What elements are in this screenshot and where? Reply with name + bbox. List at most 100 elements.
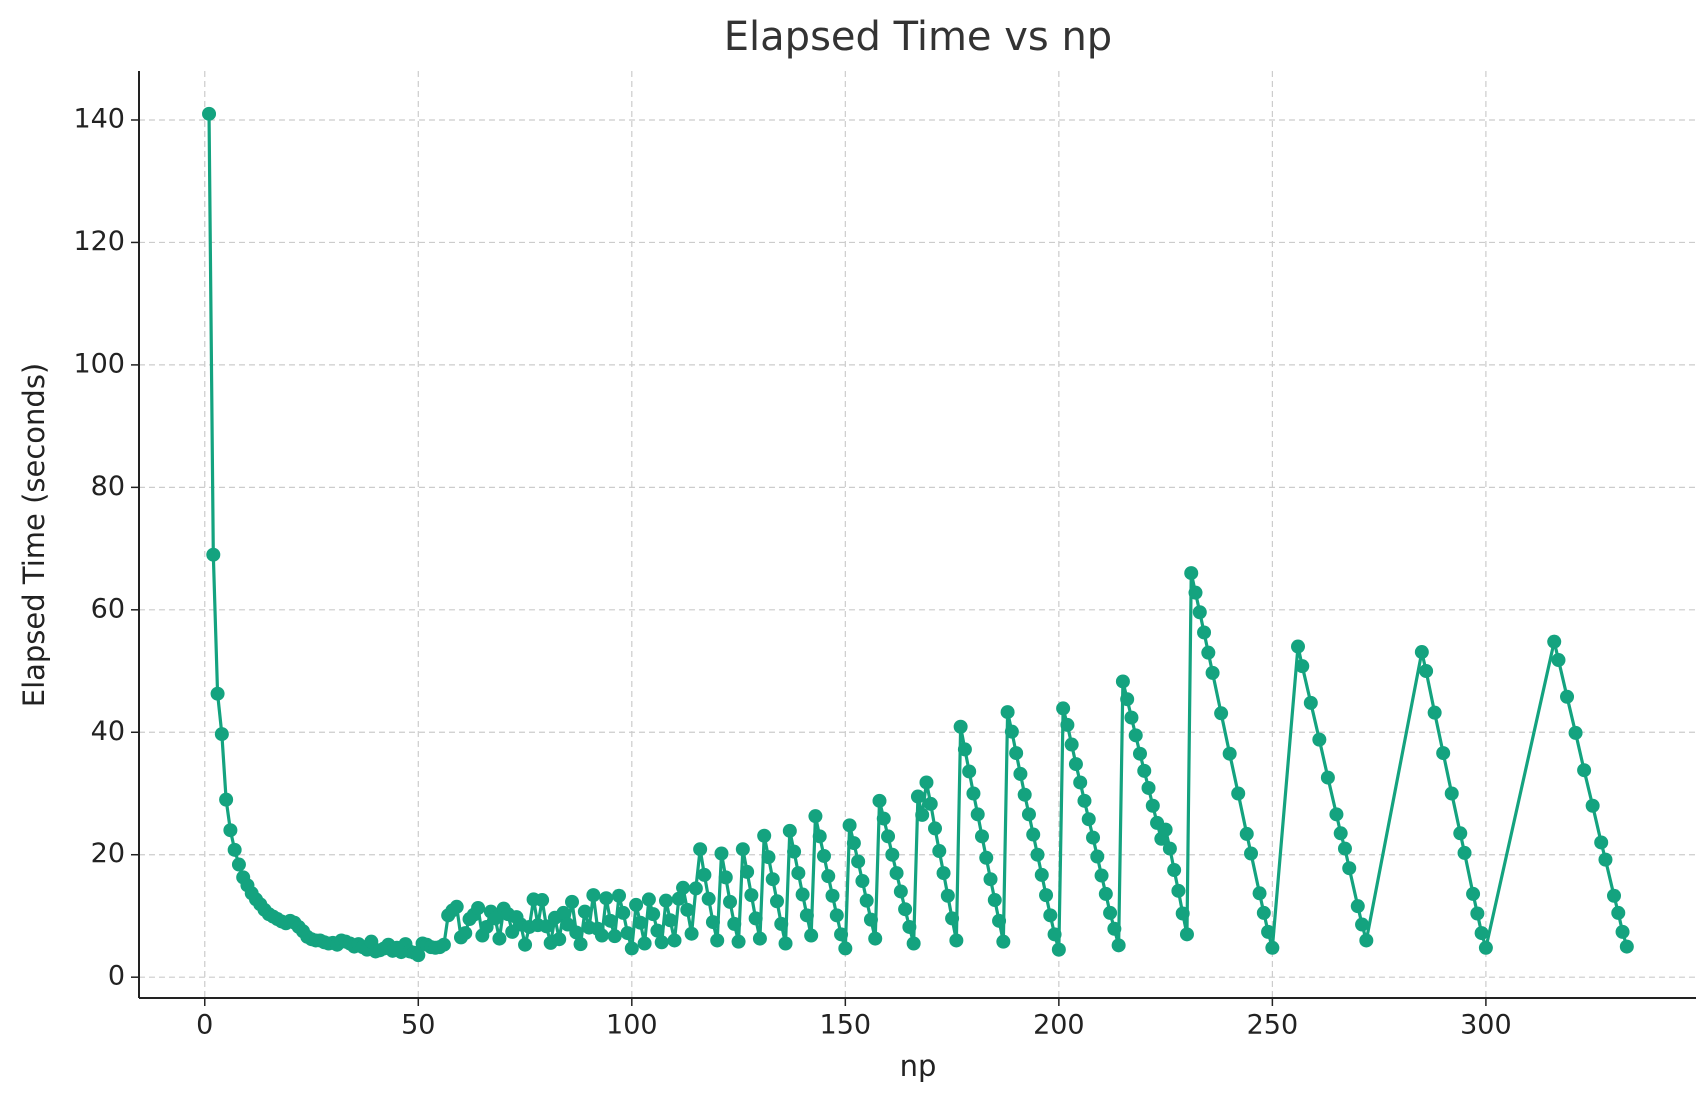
- point: [949, 933, 964, 948]
- point: [1457, 845, 1472, 860]
- point: [799, 908, 814, 923]
- point: [1141, 780, 1156, 795]
- point: [1128, 728, 1143, 743]
- point: [1594, 835, 1609, 850]
- point: [735, 842, 750, 857]
- point: [1350, 899, 1365, 914]
- point: [1453, 826, 1468, 841]
- point: [1607, 888, 1622, 903]
- point: [436, 937, 451, 952]
- point: [1231, 786, 1246, 801]
- point: [1081, 812, 1096, 827]
- point: [1021, 807, 1036, 822]
- point: [718, 870, 733, 885]
- point: [1107, 921, 1122, 936]
- point: [782, 823, 797, 838]
- point: [855, 874, 870, 889]
- point: [1000, 705, 1015, 720]
- point: [906, 936, 921, 951]
- point: [227, 842, 242, 857]
- chart-title: Elapsed Time vs np: [724, 14, 1112, 60]
- point: [1337, 841, 1352, 856]
- point: [966, 786, 981, 801]
- point: [1342, 861, 1357, 876]
- point: [641, 892, 656, 907]
- point: [573, 937, 588, 952]
- point: [859, 893, 874, 908]
- point: [1551, 653, 1566, 668]
- point: [846, 836, 861, 851]
- point: [868, 931, 883, 946]
- point: [1179, 927, 1194, 942]
- x-tick-label: 50: [401, 1010, 435, 1041]
- point: [910, 789, 925, 804]
- point: [744, 888, 759, 903]
- point: [206, 547, 221, 562]
- point: [624, 941, 639, 956]
- point: [676, 880, 691, 895]
- point: [611, 888, 626, 903]
- point: [936, 866, 951, 881]
- point: [885, 847, 900, 862]
- point: [1419, 664, 1434, 679]
- point: [1585, 798, 1600, 813]
- point: [957, 742, 972, 757]
- point: [688, 881, 703, 896]
- point: [919, 775, 934, 790]
- point: [1064, 737, 1079, 752]
- point: [471, 900, 486, 915]
- point: [825, 888, 840, 903]
- point: [650, 923, 665, 938]
- point: [838, 941, 853, 956]
- point: [1577, 763, 1592, 778]
- point: [214, 727, 229, 742]
- point: [684, 926, 699, 941]
- point: [1214, 706, 1229, 721]
- point: [633, 915, 648, 930]
- point: [701, 891, 716, 906]
- point: [928, 821, 943, 836]
- point: [774, 916, 789, 931]
- point: [876, 811, 891, 826]
- point: [458, 926, 473, 941]
- point: [616, 905, 631, 920]
- point: [1171, 883, 1186, 898]
- point: [1252, 886, 1267, 901]
- point: [1175, 906, 1190, 921]
- point: [492, 931, 507, 946]
- point: [902, 919, 917, 934]
- point: [1261, 924, 1276, 939]
- point: [577, 904, 592, 919]
- point: [893, 884, 908, 899]
- point: [1436, 746, 1451, 761]
- point: [637, 936, 652, 951]
- point: [757, 828, 772, 843]
- x-tick-label: 250: [1247, 1010, 1299, 1041]
- x-tick-label: 150: [820, 1010, 872, 1041]
- point: [834, 927, 849, 942]
- point: [1051, 942, 1066, 957]
- point: [1086, 830, 1101, 845]
- point: [727, 916, 742, 931]
- point: [1444, 786, 1459, 801]
- point: [748, 911, 763, 926]
- point: [1615, 924, 1630, 939]
- point: [1145, 798, 1160, 813]
- point: [714, 846, 729, 861]
- point: [710, 933, 725, 948]
- y-tick-label: 140: [73, 103, 125, 134]
- point: [791, 866, 806, 881]
- point: [1611, 905, 1626, 920]
- point: [795, 887, 810, 902]
- point: [1333, 826, 1348, 841]
- point: [945, 911, 960, 926]
- point: [654, 935, 669, 950]
- x-tick-label: 300: [1460, 1010, 1512, 1041]
- point: [646, 907, 661, 922]
- point: [1239, 826, 1254, 841]
- y-tick-label: 120: [73, 226, 125, 257]
- point: [1103, 905, 1118, 920]
- y-tick-label: 100: [73, 348, 125, 379]
- point: [915, 807, 930, 822]
- point: [1111, 938, 1126, 953]
